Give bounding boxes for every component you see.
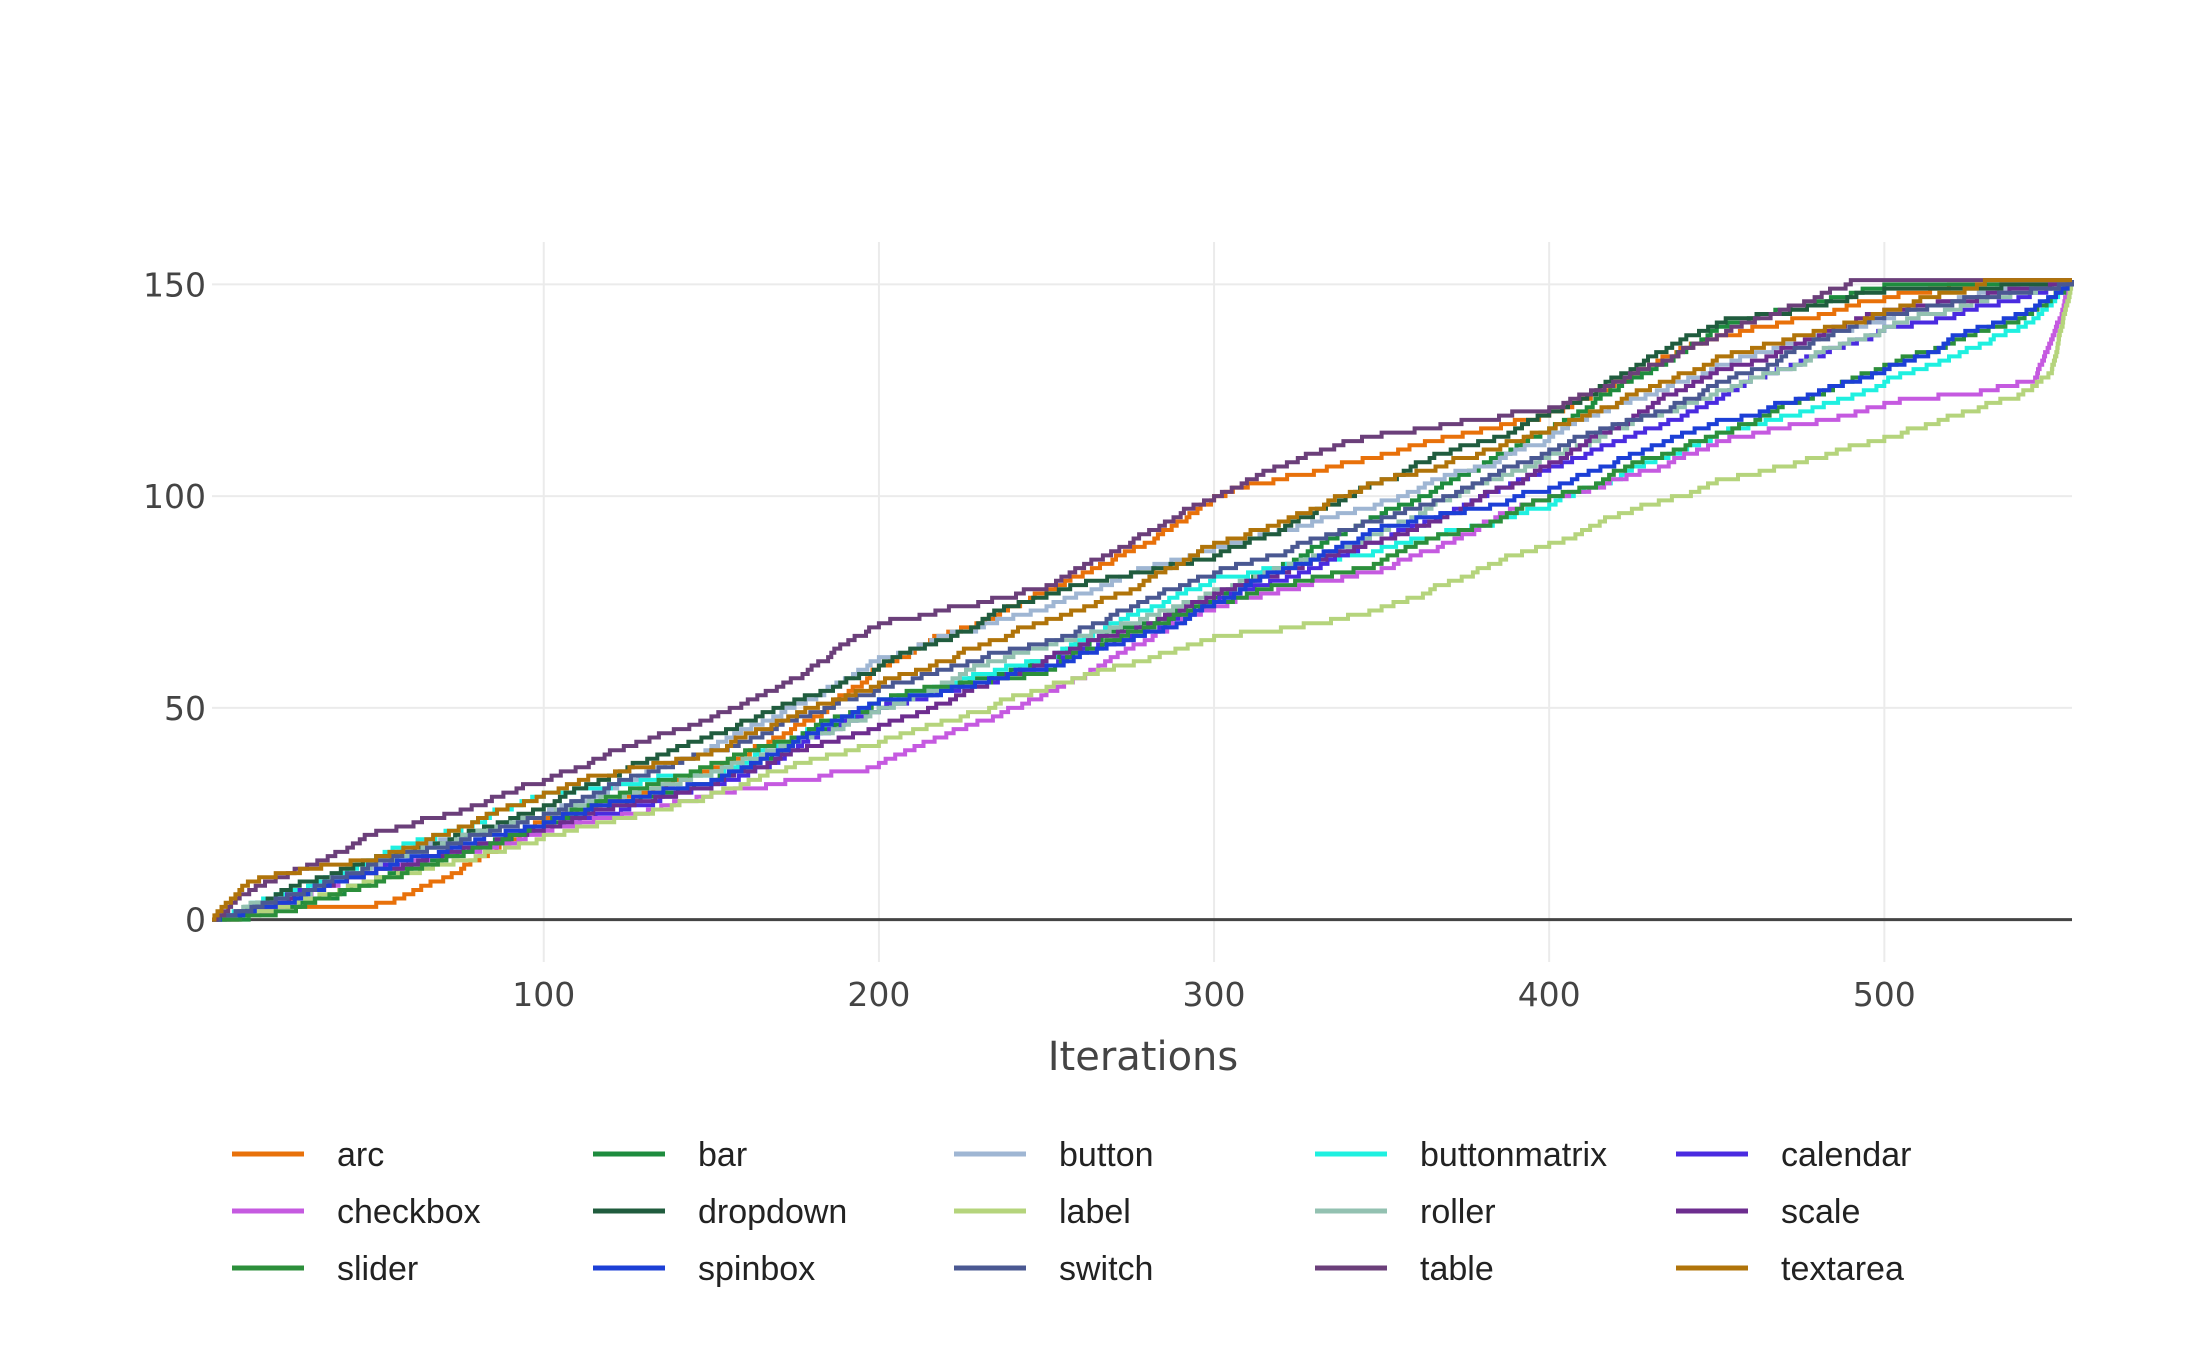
series-line-button	[212, 280, 2074, 922]
series-line-textarea	[212, 278, 2072, 922]
legend-label-checkbox: checkbox	[337, 1193, 481, 1231]
y-tick-label-150: 150	[143, 265, 206, 304]
legend-item-checkbox[interactable]: checkbox	[232, 1193, 481, 1231]
x-tick-label-500: 500	[1853, 975, 1916, 1014]
series-lines	[212, 278, 2074, 922]
legend-item-textarea[interactable]: textarea	[1676, 1250, 1904, 1288]
x-axis-title: Iterations	[1048, 1034, 1239, 1080]
legend-item-slider[interactable]: slider	[232, 1250, 418, 1288]
y-tick-label-0: 0	[185, 901, 206, 940]
series-line-scale	[212, 280, 2074, 922]
legend-item-switch[interactable]: switch	[954, 1250, 1153, 1288]
legend-item-calendar[interactable]: calendar	[1676, 1136, 1911, 1174]
legend-item-button[interactable]: button	[954, 1136, 1154, 1174]
legend: arc bar button buttonmatrix calendar checkbox…	[232, 1136, 1911, 1288]
legend-label-label: label	[1059, 1193, 1131, 1231]
series-line-roller	[212, 280, 2074, 922]
legend-label-roller: roller	[1420, 1193, 1496, 1231]
legend-label-slider: slider	[337, 1250, 418, 1288]
legend-item-spinbox[interactable]: spinbox	[593, 1250, 815, 1288]
series-line-label	[212, 280, 2074, 922]
legend-label-button: button	[1059, 1136, 1154, 1174]
legend-item-label[interactable]: label	[954, 1193, 1131, 1231]
legend-item-roller[interactable]: roller	[1315, 1193, 1496, 1231]
grid	[212, 242, 2072, 962]
series-line-buttonmatrix	[212, 280, 2074, 922]
series-line-slider	[212, 280, 2074, 922]
legend-item-dropdown[interactable]: dropdown	[593, 1193, 847, 1231]
series-line-table	[212, 278, 2072, 922]
series-line-checkbox	[212, 280, 2074, 922]
legend-item-buttonmatrix[interactable]: buttonmatrix	[1315, 1136, 1607, 1174]
series-line-dropdown	[212, 280, 2074, 922]
legend-label-switch: switch	[1059, 1250, 1153, 1288]
legend-label-spinbox: spinbox	[698, 1250, 815, 1288]
legend-label-calendar: calendar	[1781, 1136, 1911, 1174]
legend-item-scale[interactable]: scale	[1676, 1193, 1860, 1231]
legend-label-buttonmatrix: buttonmatrix	[1420, 1136, 1607, 1174]
legend-label-scale: scale	[1781, 1193, 1860, 1231]
legend-label-table: table	[1420, 1250, 1494, 1288]
legend-label-dropdown: dropdown	[698, 1193, 847, 1231]
legend-label-bar: bar	[698, 1136, 747, 1174]
legend-label-textarea: textarea	[1781, 1250, 1904, 1288]
y-tick-label-50: 50	[164, 689, 206, 728]
x-tick-labels: 100 200 300 400 500	[512, 975, 1916, 1014]
legend-item-bar[interactable]: bar	[593, 1136, 747, 1174]
series-line-bar	[212, 280, 2074, 922]
y-tick-label-100: 100	[143, 477, 206, 516]
x-tick-label-100: 100	[512, 975, 575, 1014]
x-tick-label-300: 300	[1183, 975, 1246, 1014]
series-line-spinbox	[212, 280, 2074, 922]
series-line-arc	[212, 278, 2072, 922]
x-tick-label-200: 200	[847, 975, 910, 1014]
legend-label-arc: arc	[337, 1136, 384, 1174]
legend-item-table[interactable]: table	[1315, 1250, 1494, 1288]
y-tick-labels: 0 50 100 150	[143, 265, 206, 939]
legend-item-arc[interactable]: arc	[232, 1136, 384, 1174]
series-line-switch	[212, 280, 2074, 922]
series-line-calendar	[212, 280, 2074, 922]
x-tick-label-400: 400	[1518, 975, 1581, 1014]
